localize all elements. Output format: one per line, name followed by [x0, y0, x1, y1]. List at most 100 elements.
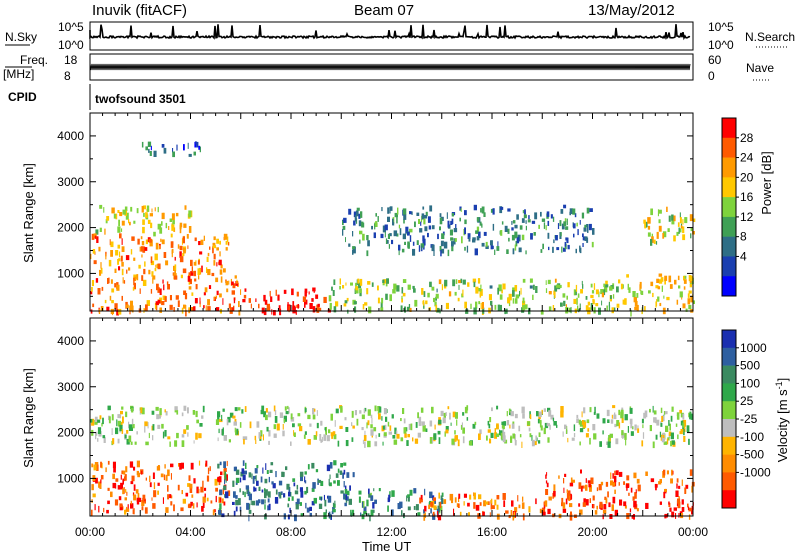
heatmap-cell	[114, 483, 117, 489]
colorbar-tick-label: 12	[740, 210, 754, 224]
heatmap-cell	[100, 475, 104, 480]
heatmap-cell	[265, 463, 267, 470]
heatmap-cell	[352, 472, 355, 478]
heatmap-cell	[391, 239, 394, 245]
heatmap-cell	[644, 222, 646, 229]
power-colorbar-label: Power [dB]	[759, 151, 774, 215]
colorbar-swatch	[722, 177, 736, 198]
heatmap-cell	[386, 240, 389, 244]
heatmap-cell	[148, 269, 151, 275]
heatmap-cell	[600, 289, 604, 295]
heatmap-cell	[315, 431, 318, 437]
heatmap-cell	[98, 246, 101, 252]
heatmap-cell	[108, 416, 111, 424]
heatmap-cell	[440, 240, 444, 247]
heatmap-cell	[97, 419, 101, 423]
heatmap-cell	[573, 433, 576, 438]
heatmap-cell	[303, 434, 306, 439]
heatmap-cell	[518, 425, 521, 432]
heatmap-cell	[565, 226, 569, 230]
heatmap-cell	[155, 242, 159, 250]
heatmap-cell	[335, 301, 339, 307]
heatmap-cell	[125, 508, 130, 512]
freq-trace	[89, 63, 691, 71]
heatmap-cell	[387, 497, 390, 503]
heatmap-cell	[170, 501, 173, 506]
heatmap-cell	[228, 439, 231, 443]
heatmap-cell	[560, 406, 564, 413]
heatmap-cell	[335, 408, 339, 414]
heatmap-cell	[320, 496, 322, 501]
heatmap-cell	[201, 506, 204, 512]
heatmap-cell	[358, 220, 362, 227]
heatmap-cell	[425, 300, 428, 305]
heatmap-cell	[409, 489, 413, 496]
heatmap-cell	[312, 414, 316, 420]
heatmap-cell	[552, 417, 555, 422]
heatmap-cell	[276, 423, 280, 431]
heatmap-cell	[487, 501, 490, 505]
heatmap-cell	[119, 504, 123, 511]
colorbar-swatch	[722, 276, 736, 297]
heatmap-cell	[258, 303, 260, 309]
heatmap-cell	[521, 441, 523, 448]
heatmap-cell	[407, 241, 410, 248]
heatmap-cell	[164, 409, 166, 413]
heatmap-cell	[563, 300, 566, 307]
heatmap-cell	[357, 278, 360, 284]
heatmap-cell	[304, 471, 307, 475]
freq-tick-bottom: 8	[64, 69, 71, 83]
heatmap-cell	[386, 278, 389, 284]
heatmap-cell	[209, 246, 211, 250]
heatmap-cell	[435, 304, 438, 312]
heatmap-cell	[403, 427, 407, 434]
heatmap-cell	[119, 251, 121, 258]
heatmap-cell	[357, 282, 362, 289]
heatmap-cell	[673, 215, 676, 222]
heatmap-cell	[352, 231, 354, 237]
heatmap-cell	[277, 294, 280, 301]
heatmap-cell	[306, 486, 309, 494]
heatmap-cell	[187, 432, 189, 437]
heatmap-cell	[688, 438, 690, 445]
heatmap-cell	[591, 290, 595, 294]
heatmap-cell	[581, 485, 585, 489]
heatmap-cell	[179, 463, 182, 470]
heatmap-cell	[216, 247, 219, 251]
heatmap-cell	[309, 506, 312, 511]
heatmap-cell	[246, 502, 250, 510]
heatmap-cell	[225, 280, 229, 286]
heatmap-cell	[614, 470, 616, 476]
heatmap-cell	[117, 438, 120, 444]
heatmap-cell	[190, 462, 194, 470]
heatmap-cell	[145, 441, 149, 446]
heatmap-cell	[607, 437, 611, 443]
heatmap-cell	[683, 286, 686, 290]
heatmap-cell	[273, 405, 276, 412]
heatmap-cell	[183, 405, 187, 411]
heatmap-cell	[483, 212, 486, 217]
heatmap-cell	[95, 477, 98, 484]
heatmap-cell	[207, 252, 210, 257]
heatmap-cell	[274, 416, 278, 423]
heatmap-cell	[590, 477, 594, 485]
heatmap-cell	[522, 413, 525, 419]
heatmap-cell	[496, 423, 499, 430]
heatmap-cell	[462, 289, 464, 297]
heatmap-cell	[215, 307, 220, 311]
heatmap-cell	[570, 477, 573, 484]
heatmap-cell	[139, 246, 142, 252]
heatmap-cell	[496, 246, 500, 251]
heatmap-cell	[233, 297, 236, 304]
heatmap-cell	[144, 499, 146, 504]
heatmap-cell	[115, 427, 119, 435]
heatmap-cell	[445, 426, 449, 431]
heatmap-cell	[660, 407, 663, 414]
heatmap-cell	[226, 236, 229, 243]
heatmap-cell	[98, 481, 101, 488]
heatmap-cell	[203, 305, 205, 309]
heatmap-cell	[511, 221, 513, 225]
heatmap-cell	[553, 421, 557, 426]
heatmap-cell	[531, 435, 533, 441]
heatmap-cell	[514, 507, 518, 513]
